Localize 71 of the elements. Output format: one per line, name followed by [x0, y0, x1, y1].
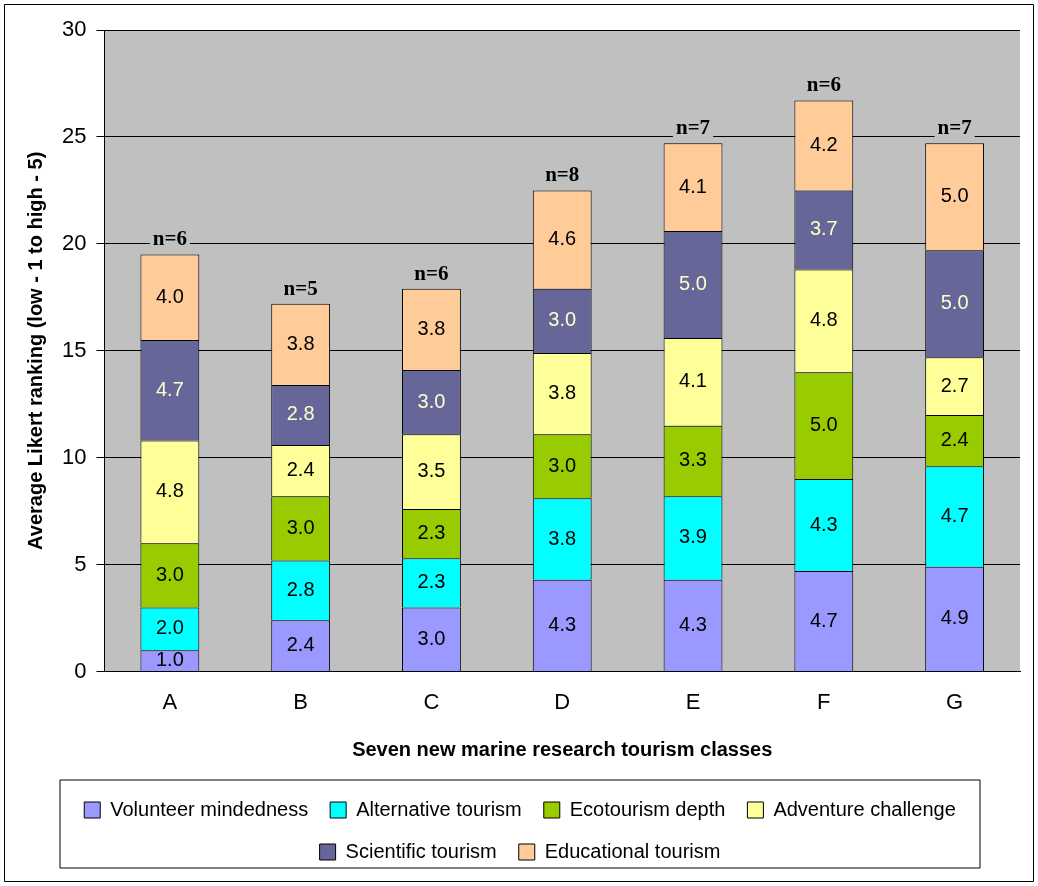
data-label: 5.0	[940, 291, 969, 314]
legend-label: Volunteer mindedness	[110, 797, 309, 820]
data-label: 3.3	[679, 448, 707, 471]
y-tick-label: 5	[74, 550, 87, 576]
x-axis-title: Seven new marine research tourism classes	[352, 737, 773, 760]
x-tick-label: G	[946, 688, 964, 714]
data-label: 4.3	[679, 612, 707, 635]
annotation: n=6	[414, 260, 449, 285]
data-label: 3.0	[417, 626, 446, 649]
legend-label: Alternative tourism	[356, 797, 522, 820]
data-label: 3.8	[417, 316, 446, 339]
annotation: n=5	[283, 275, 318, 300]
data-label: 2.4	[940, 428, 969, 451]
data-label: 4.3	[548, 612, 577, 635]
data-label: 5.0	[809, 413, 838, 436]
data-label: 3.8	[548, 526, 577, 549]
y-tick-label: 25	[61, 123, 87, 148]
data-label: 4.0	[155, 284, 184, 307]
y-tick-label: 0	[74, 657, 87, 683]
data-label: 4.7	[155, 377, 184, 400]
data-label: 4.1	[679, 369, 707, 392]
annotation: n=7	[937, 115, 972, 140]
data-label: 3.0	[155, 562, 184, 585]
data-label: 2.4	[286, 458, 315, 481]
data-label: 4.6	[548, 227, 577, 250]
y-tick-label: 15	[61, 336, 87, 362]
annotation: n=7	[675, 115, 711, 140]
data-label: 3.8	[548, 381, 577, 404]
y-axis-title: Average Likert ranking (low - 1 to high - 5)	[23, 151, 46, 550]
legend-label: Adventure challenge	[773, 797, 956, 820]
data-label: 2.0	[155, 616, 184, 639]
x-tick-label: B	[293, 688, 308, 714]
data-label: 4.7	[809, 608, 838, 631]
x-tick-label: A	[162, 688, 178, 714]
data-label: 4.9	[940, 606, 969, 629]
data-label: 3.0	[548, 453, 577, 476]
legend-label: Educational tourism	[544, 839, 721, 862]
annotation: n=8	[545, 162, 580, 187]
data-label: 4.2	[809, 133, 838, 155]
data-label: 5.0	[940, 184, 969, 207]
legend-label: Ecotourism depth	[569, 797, 726, 820]
data-label: 3.5	[417, 459, 446, 482]
annotation: n=6	[152, 226, 187, 251]
y-tick-label: 20	[61, 229, 87, 255]
data-label: 3.0	[417, 389, 446, 412]
x-tick-label: F	[817, 688, 831, 714]
data-label: 4.8	[809, 308, 838, 331]
data-label: 4.3	[809, 512, 838, 535]
data-label: 3.9	[679, 525, 707, 548]
data-label: 1.0	[155, 648, 184, 671]
data-label: 4.8	[155, 479, 184, 502]
data-label: 2.8	[286, 577, 315, 600]
legend-label: Scientific tourism	[345, 839, 497, 862]
data-label: 3.7	[809, 217, 838, 240]
data-label: 4.1	[679, 174, 707, 197]
y-tick-label: 30	[61, 16, 87, 42]
data-label: 3.0	[548, 308, 577, 331]
data-label: 2.7	[940, 373, 969, 396]
annotation: n=6	[806, 72, 841, 97]
x-tick-label: D	[554, 688, 571, 714]
data-label: 3.8	[286, 331, 315, 354]
data-label: 5.0	[679, 272, 707, 295]
data-label: 2.3	[417, 570, 446, 593]
data-label: 2.8	[286, 402, 315, 425]
x-tick-label: E	[685, 688, 701, 714]
y-tick-label: 10	[61, 443, 87, 469]
x-tick-label: C	[423, 688, 440, 714]
data-label: 2.4	[286, 633, 315, 656]
data-label: 2.3	[417, 521, 446, 544]
data-label: 3.0	[286, 515, 315, 538]
data-label: 4.7	[940, 504, 969, 527]
